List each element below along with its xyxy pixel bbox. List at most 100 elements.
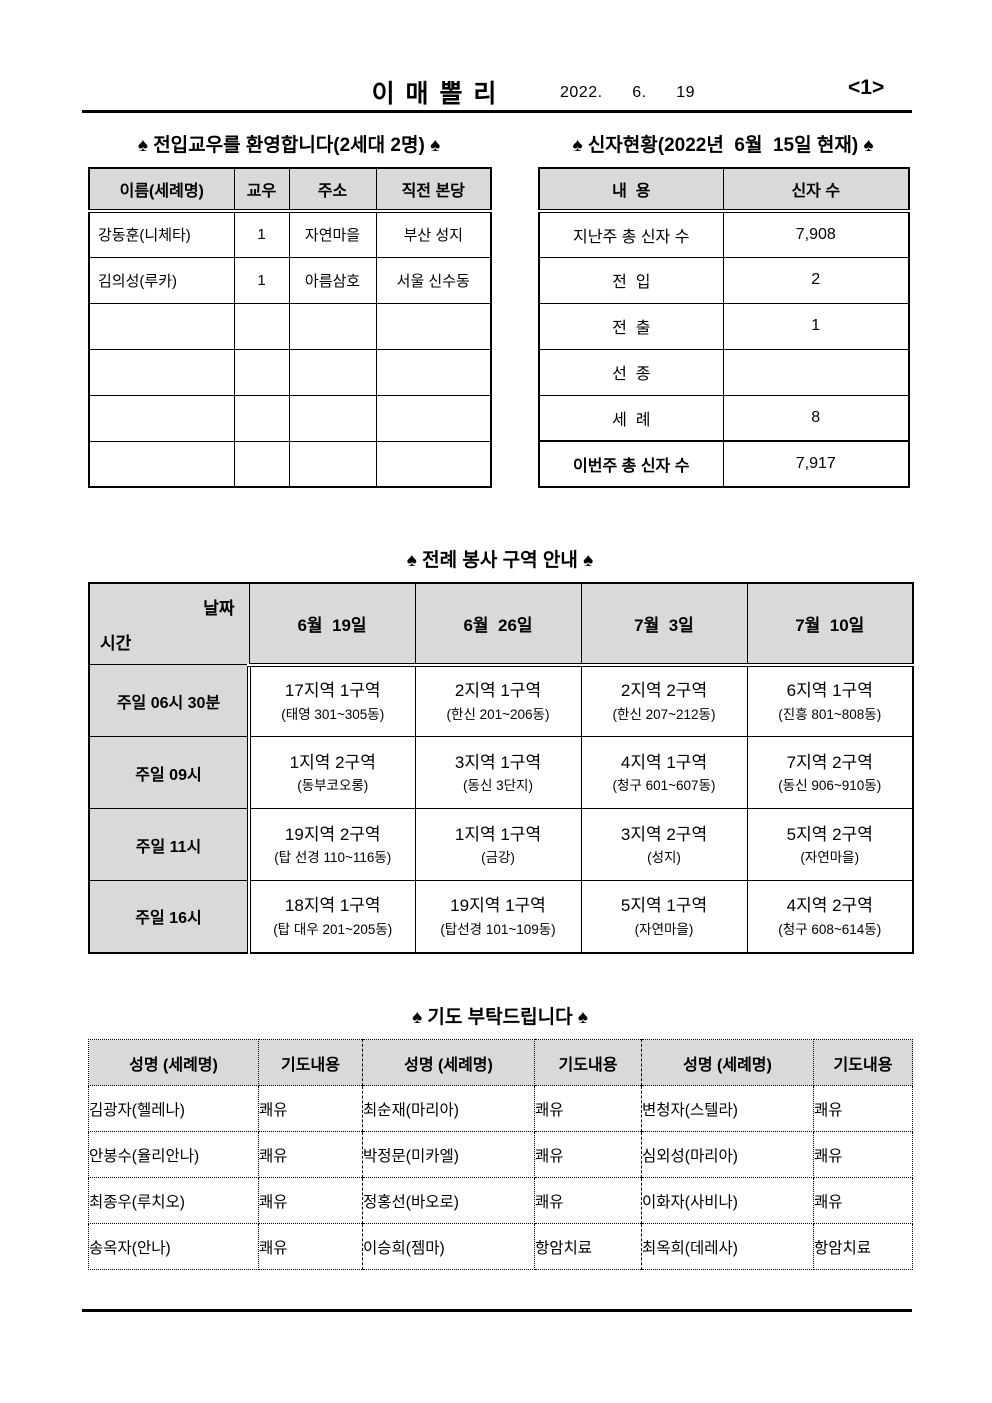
prayer-intent: 쾌유 [813,1177,913,1224]
prayer-name: 변청자(스텔라) [641,1085,814,1132]
zone-text: 17지역 1구역 [284,681,381,701]
welcome-header-row: 이름(세례명) 교우 주소 직전 본당 [88,167,492,213]
zone-detail: (탑 선경 110~116동) [274,849,392,865]
zone-text: 1지역 1구역 [454,824,542,844]
empty-cell [375,302,492,350]
empty-cell [375,440,492,488]
column-header: 기도내용 [534,1039,642,1086]
footer-divider [82,1309,912,1312]
status-label: 전 입 [538,256,724,304]
column-header: 이름(세례명) [88,167,235,213]
empty-cell [88,302,235,350]
prayer-name: 이화자(사비나) [641,1177,814,1224]
member-households: 1 [233,210,290,258]
prayer-row: 안봉수(율리안나) 쾌유 박정문(미카엘) 쾌유 심외성(마리아) 쾌유 [88,1131,913,1178]
issue-date: 2022. 6. 19 [560,84,696,101]
empty-cell [233,440,290,488]
schedule-cell: 6지역 1구역 (진흥 801~808동) [746,664,914,737]
schedule-cell: 2지역 1구역 (한신 201~206동) [414,664,582,737]
status-label: 선 종 [538,348,724,396]
schedule-cell: 1지역 1구역 (금강) [414,808,582,881]
prayer-intent: 항암치료 [534,1223,642,1270]
column-header: 기도내용 [813,1039,913,1086]
zone-detail: (태영 301~305동) [281,706,385,722]
status-value: 1 [722,302,910,350]
zone-detail: (자연마을) [634,921,694,937]
status-label: 세 례 [538,394,724,442]
zone-text: 7지역 2구역 [786,752,873,772]
prayer-section: ♠ 기도 부탁드립니다 ♠ 성명 (세례명) 기도내용 성명 (세례명) 기도내… [88,1002,913,1270]
schedule-cell: 7지역 2구역 (동신 906~910동) [746,736,914,809]
prayer-intent: 쾌유 [258,1177,363,1224]
status-total-row: 이번주 총 신자 수 7,917 [538,440,910,488]
column-header: 성명 (세례명) [641,1039,814,1086]
empty-cell [288,302,377,350]
zone-detail: (청구 601~607동) [612,777,716,793]
prayer-row: 최종우(루치오) 쾌유 정홍선(바오로) 쾌유 이화자(사비나) 쾌유 [88,1177,913,1224]
zone-text: 5지역 2구역 [786,824,873,844]
status-header-row: 내 용 신자 수 [538,167,910,213]
status-label: 이번주 총 신자 수 [538,440,724,488]
zone-text: 2지역 1구역 [454,681,542,701]
zone-detail: (금강) [481,849,515,865]
table-row: 김의성(루카) 1 아름삼호 서울 신수동 [88,256,492,304]
status-table: 내 용 신자 수 지난주 총 신자 수 7,908 전 입 2 전 출 1 선 … [538,167,910,488]
prayer-intent: 쾌유 [534,1131,642,1178]
empty-cell [88,394,235,442]
member-name: 김의성(루카) [88,256,235,304]
table-row: 강동훈(니체타) 1 자연마을 부산 성지 [88,210,492,258]
member-name: 강동훈(니체타) [88,210,235,258]
corner-date-label: 날짜 [203,599,235,618]
schedule-cell: 4지역 1구역 (청구 601~607동) [580,736,748,809]
empty-cell [233,302,290,350]
prayer-intent: 쾌유 [534,1177,642,1224]
zone-text: 5지역 1구역 [620,896,708,916]
zone-detail: (한신 201~206동) [446,706,550,722]
zone-text: 18지역 1구역 [284,896,381,916]
column-header: 직전 본당 [375,167,492,213]
zone-text: 4지역 1구역 [620,752,708,772]
prayer-name: 김광자(헬레나) [88,1085,259,1132]
table-row: 세 례 8 [538,394,910,442]
empty-cell [288,348,377,396]
zone-text: 3지역 2구역 [620,824,708,844]
zone-text: 4지역 2구역 [786,896,873,916]
column-header: 성명 (세례명) [362,1039,535,1086]
member-address: 아름삼호 [288,256,377,304]
prayer-intent: 쾌유 [813,1131,913,1178]
status-label: 지난주 총 신자 수 [538,210,724,258]
schedule-cell: 3지역 2구역 (성지) [580,808,748,881]
column-header: 기도내용 [258,1039,363,1086]
page-number: <1> [848,76,885,99]
zone-detail: (동부코오롱) [297,777,369,793]
corner-cell: 날짜 시간 [88,582,250,665]
schedule-title: ♠ 전례 봉사 구역 안내 ♠ [406,550,594,571]
prayer-intent: 쾌유 [258,1223,363,1270]
column-header: 내 용 [538,167,724,213]
zone-text: 6지역 1구역 [786,681,873,701]
status-value: 2 [722,256,910,304]
prayer-intent: 쾌유 [813,1085,913,1132]
status-value: 7,908 [722,210,910,258]
prayer-row: 김광자(헬레나) 쾌유 최순재(마리아) 쾌유 변청자(스텔라) 쾌유 [88,1085,913,1132]
empty-cell [233,394,290,442]
time-label: 주일 06시 30분 [88,664,251,737]
empty-cell [88,348,235,396]
prayer-name: 심외성(마리아) [641,1131,814,1178]
table-row: 전 입 2 [538,256,910,304]
prayer-title: ♠ 기도 부탁드립니다 ♠ [412,1007,588,1028]
zone-detail: (동신 906~910동) [778,777,882,793]
status-value [722,348,910,396]
schedule-cell: 18지역 1구역 (탑 대우 201~205동) [248,880,416,953]
zone-detail: (청구 608~614동) [778,921,882,937]
empty-row [88,348,492,396]
schedule-cell: 4지역 2구역 (청구 608~614동) [746,880,914,953]
column-header: 신자 수 [722,167,910,213]
prayer-name: 안봉수(율리안나) [88,1131,259,1178]
prayer-header-row: 성명 (세례명) 기도내용 성명 (세례명) 기도내용 성명 (세례명) 기도내… [88,1039,913,1086]
zone-text: 19지역 2구역 [284,824,381,844]
schedule-table: 날짜 시간 6월 19일 6월 26일 7월 3일 7월 10일 주일 06시 … [88,582,914,954]
schedule-cell: 17지역 1구역 (태영 301~305동) [248,664,416,737]
zone-text: 1지역 2구역 [289,752,376,772]
empty-cell [375,394,492,442]
